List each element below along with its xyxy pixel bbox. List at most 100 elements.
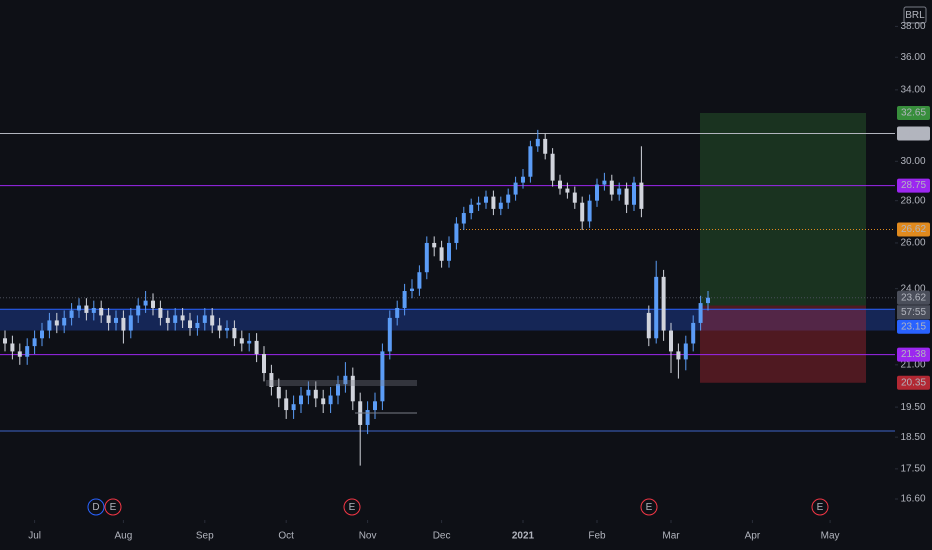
x-tick-label: Oct: [278, 531, 294, 542]
candle-body: [380, 351, 385, 402]
plot-area: [0, 112, 895, 466]
candle-body: [373, 401, 377, 411]
candle-body: [661, 276, 666, 331]
candle-body: [432, 242, 437, 248]
event-label: E: [817, 502, 824, 513]
candle-body: [691, 322, 696, 344]
candle-body: [476, 202, 481, 205]
y-tick-label: 34.00: [900, 85, 925, 96]
candle-body: [54, 320, 59, 326]
candle-body: [217, 325, 222, 331]
event-marker[interactable]: [811, 498, 829, 516]
x-tick-label: Nov: [359, 531, 377, 542]
candle-body: [128, 315, 133, 331]
position-loss: [700, 305, 866, 383]
candle-body: [654, 276, 659, 339]
candle-body: [528, 146, 533, 177]
candle-body: [188, 320, 192, 328]
x-tick-label: 2021: [512, 531, 535, 542]
candle-body: [121, 317, 126, 331]
candle-body: [106, 315, 111, 323]
x-tick-label: Mar: [662, 531, 680, 542]
candle-body: [232, 327, 237, 339]
candle-body: [291, 404, 296, 411]
y-tick-label: 24.00: [900, 283, 925, 294]
candle-body: [491, 196, 496, 209]
countdown: 57:55: [901, 307, 926, 318]
currency-box[interactable]: [903, 6, 927, 24]
candle-body: [595, 184, 599, 201]
candle-body: [17, 351, 22, 357]
price-label-bg: [897, 178, 930, 193]
candle-body: [624, 188, 629, 205]
event-marker[interactable]: [640, 498, 658, 516]
event-label: E: [646, 502, 653, 513]
candle-body: [550, 153, 555, 181]
candle-body: [698, 303, 703, 323]
event-marker[interactable]: [343, 498, 361, 516]
price-label: 23.15: [901, 321, 926, 332]
candle-body: [410, 288, 414, 292]
y-tick-label: 28.00: [900, 195, 925, 206]
price-label: 28.75: [901, 180, 926, 191]
candle-body: [284, 398, 289, 411]
candle-body: [91, 307, 96, 313]
candle-body: [25, 346, 30, 357]
candle-body: [254, 340, 259, 355]
candle-body: [350, 375, 355, 402]
y-tick-label: 38.00: [900, 21, 925, 32]
candle-body: [173, 315, 178, 323]
candle-body: [276, 386, 281, 399]
y-tick-label: 19.50: [900, 402, 925, 413]
candle-body: [587, 200, 592, 222]
candle-body: [424, 242, 429, 273]
candle-body: [676, 351, 681, 360]
y-tick-label: 17.50: [900, 464, 925, 475]
price-label-bg: [897, 319, 930, 334]
y-tick-label: 26.00: [900, 238, 925, 249]
candle-body: [543, 138, 548, 154]
candle-body: [77, 305, 81, 311]
y-tick-label: 30.00: [900, 156, 925, 167]
candle-body: [498, 202, 503, 209]
candle-body: [247, 340, 252, 344]
candle-body: [565, 188, 570, 193]
candle-body: [195, 322, 200, 328]
price-label: 32.65: [901, 108, 926, 119]
event-marker[interactable]: [87, 498, 105, 516]
candle-body: [461, 213, 466, 224]
x-tick-label: Feb: [588, 531, 606, 542]
candle-body: [484, 196, 488, 203]
event-label: E: [349, 502, 356, 513]
candle-body: [447, 242, 451, 261]
candle-body: [387, 317, 392, 352]
event-marker[interactable]: [104, 498, 122, 516]
candle-body: [632, 182, 636, 205]
candle-body: [84, 305, 89, 313]
candle-body: [202, 315, 207, 323]
candle-body: [609, 180, 614, 195]
candle-body: [151, 300, 155, 308]
price-label-bg: [897, 126, 930, 141]
candle-body: [328, 395, 333, 405]
candle-body: [99, 307, 104, 316]
x-tick-label: Aug: [115, 531, 133, 542]
candle-body: [572, 192, 577, 203]
price-label-bg: [897, 290, 930, 305]
y-tick-label: 36.00: [900, 52, 925, 63]
candle-body: [521, 176, 525, 183]
candle-body: [558, 180, 562, 189]
x-tick-label: May: [821, 531, 840, 542]
candle-body: [262, 354, 266, 374]
candle-body: [639, 182, 644, 209]
candle-body: [69, 310, 74, 318]
position-profit: [700, 112, 866, 306]
x-tick-label: Apr: [745, 531, 761, 542]
candle-body: [646, 312, 651, 339]
candle-body: [40, 330, 44, 339]
candle-body: [47, 320, 52, 331]
candle-body: [136, 305, 141, 316]
candle-body: [336, 384, 340, 396]
